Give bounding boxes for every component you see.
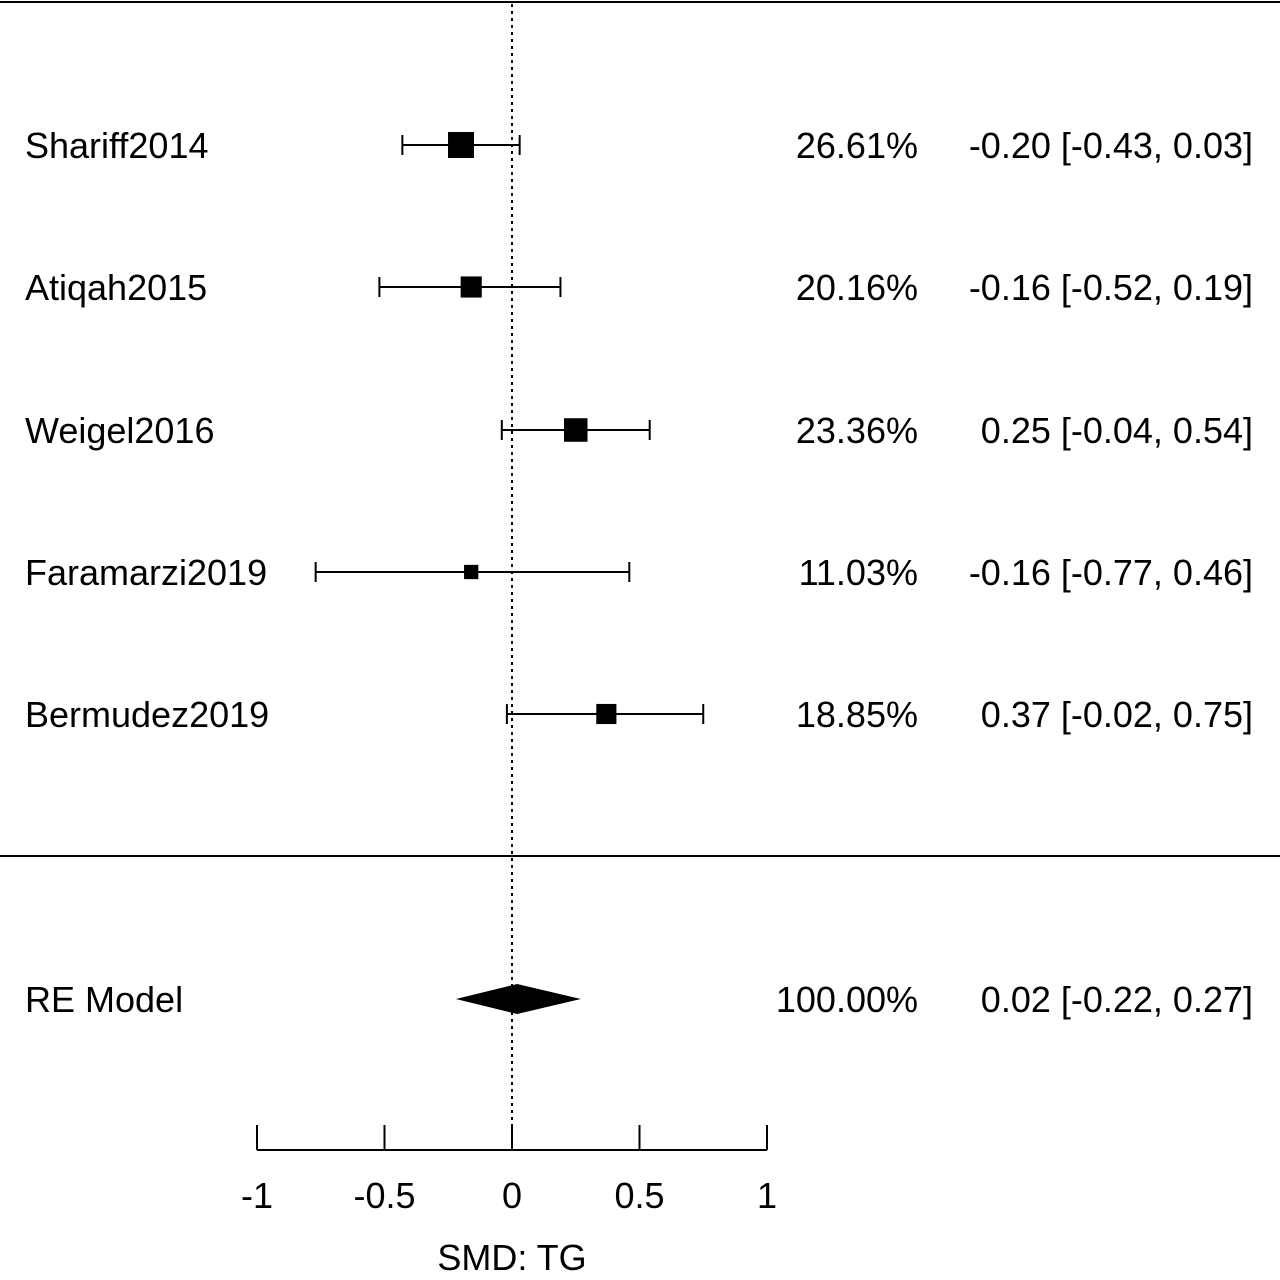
weight-label: 20.16%	[796, 267, 918, 308]
x-axis-title: SMD: TG	[437, 1237, 586, 1278]
study-row: Atiqah2015 20.16% -0.16 [-0.52, 0.19]	[25, 267, 1253, 308]
study-label: Bermudez2019	[25, 694, 269, 735]
x-tick-label: 0.5	[614, 1175, 664, 1216]
study-row: Faramarzi2019 11.03% -0.16 [-0.77, 0.46]	[25, 552, 1253, 593]
x-tick-label: 1	[757, 1175, 777, 1216]
study-label: Faramarzi2019	[25, 552, 267, 593]
effect-ci-label: 0.37 [-0.02, 0.75]	[981, 694, 1253, 735]
weight-label: 11.03%	[799, 552, 918, 593]
study-label: Atiqah2015	[25, 267, 207, 308]
effect-marker	[448, 132, 474, 158]
study-row: Weigel2016 23.36% 0.25 [-0.04, 0.54]	[25, 410, 1253, 451]
effect-marker	[464, 564, 479, 580]
effect-ci-label: 0.25 [-0.04, 0.54]	[981, 410, 1253, 451]
x-tick-label: 0	[502, 1175, 522, 1216]
x-axis: -1 -0.5 0 0.5 1 SMD: TG	[241, 1125, 777, 1278]
effect-ci-label: -0.16 [-0.77, 0.46]	[969, 552, 1253, 593]
summary-label: RE Model	[25, 979, 183, 1020]
x-tick-label: -0.5	[353, 1175, 415, 1216]
effect-marker	[596, 703, 617, 725]
effect-ci-label: -0.20 [-0.43, 0.03]	[969, 125, 1253, 166]
summary-weight-label: 100.00%	[776, 979, 918, 1020]
summary-effect-ci-label: 0.02 [-0.22, 0.27]	[981, 979, 1253, 1020]
study-label: Weigel2016	[25, 410, 214, 451]
summary-diamond	[455, 984, 581, 1014]
study-row: Bermudez2019 18.85% 0.37 [-0.02, 0.75]	[25, 694, 1253, 735]
effect-ci-label: -0.16 [-0.52, 0.19]	[969, 267, 1253, 308]
summary-row: RE Model 100.00% 0.02 [-0.22, 0.27]	[25, 979, 1253, 1020]
study-label: Shariff2014	[25, 125, 208, 166]
weight-label: 23.36%	[796, 410, 918, 451]
effect-marker	[460, 276, 482, 298]
weight-label: 18.85%	[796, 694, 918, 735]
effect-marker	[563, 418, 588, 442]
study-row: Shariff2014 26.61% -0.20 [-0.43, 0.03]	[25, 125, 1253, 166]
x-tick-label: -1	[241, 1175, 273, 1216]
weight-label: 26.61%	[796, 125, 918, 166]
